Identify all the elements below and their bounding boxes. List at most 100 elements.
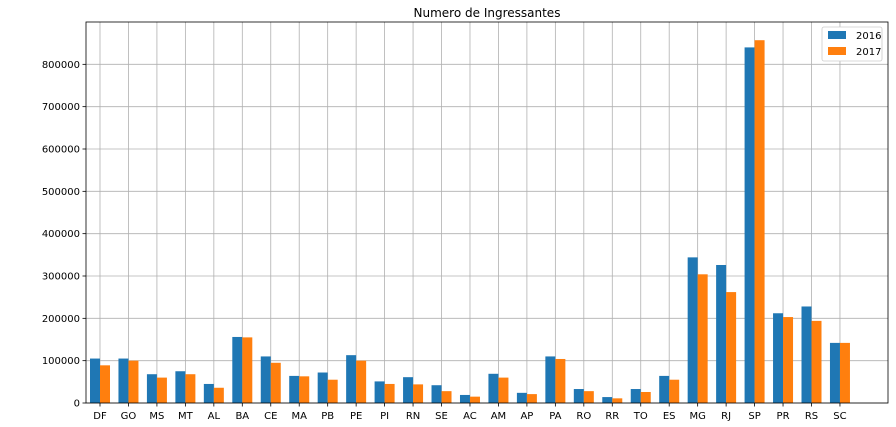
bar-2016-pe: [346, 355, 357, 403]
x-tick-label-sp: SP: [748, 411, 760, 422]
x-tick-label-pi: PI: [380, 411, 389, 422]
x-tick-label-ac: AC: [463, 411, 477, 422]
bar-2016-ba: [232, 336, 243, 403]
bar-2016-pa: [545, 356, 556, 403]
x-tick-label-df: DF: [93, 411, 107, 422]
bar-2016-sc: [829, 342, 840, 403]
bar-2017-df: [100, 365, 110, 403]
bar-2017-ma: [299, 376, 310, 403]
bar-2016-am: [488, 373, 499, 403]
bar-2017-se: [441, 391, 452, 403]
bar-2016-rr: [602, 397, 613, 403]
y-axis: 0 100000 200000 300000 400000 500000 600000 700…: [42, 60, 86, 410]
chart-title: Numero de Ingressantes: [414, 6, 561, 20]
y-tick-label: 200000: [42, 314, 80, 325]
bar-2017-to: [640, 391, 651, 403]
x-tick-label-pr: PR: [777, 411, 790, 422]
plot-frame: [85, 21, 889, 404]
bar-2017-pb: [327, 379, 338, 403]
x-tick-label-ms: MS: [149, 411, 164, 422]
y-tick-label: 400000: [42, 229, 80, 240]
x-tick-label-ce: CE: [264, 411, 277, 422]
y-tick-label: 600000: [42, 145, 80, 156]
bar-2016-rn: [403, 377, 414, 403]
bar-2016-pr: [773, 313, 784, 403]
bar-2017-es: [669, 379, 680, 403]
x-tick-label-es: ES: [663, 411, 676, 422]
x-tick-label-se: SE: [435, 411, 448, 422]
legend-swatch-2017: [828, 47, 846, 55]
bar-2017-am: [498, 377, 509, 403]
x-tick-label-mt: MT: [178, 411, 194, 422]
bar-2016-pb: [317, 372, 328, 403]
x-tick-label-pb: PB: [321, 411, 334, 422]
bar-2017-mt: [185, 374, 196, 403]
x-tick-label-pa: PA: [549, 411, 561, 422]
bars: [90, 40, 850, 404]
y-tick-label: 100000: [42, 356, 80, 367]
bar-2017-rj: [726, 292, 737, 403]
bar-2017-ap: [526, 394, 537, 403]
bar-2016-sp: [744, 47, 755, 404]
y-tick-label: 500000: [42, 187, 80, 198]
bar-2016-df: [90, 358, 100, 403]
x-tick-label-pe: PE: [350, 411, 362, 422]
x-tick-label-rs: RS: [805, 411, 818, 422]
bar-2017-mg: [697, 274, 708, 403]
bar-2016-ap: [516, 392, 527, 403]
bar-2016-rs: [801, 306, 812, 403]
legend-label-2017: 2017: [856, 47, 881, 58]
bar-2016-pi: [374, 381, 385, 403]
bar-2016-go: [118, 358, 129, 403]
x-tick-label-mg: MG: [689, 411, 705, 422]
bar-2016-ro: [573, 389, 584, 403]
bar-2016-mg: [687, 257, 698, 403]
bar-2017-sp: [754, 40, 765, 403]
x-tick-label-to: TO: [633, 411, 648, 422]
bar-2016-ms: [146, 374, 157, 403]
bar-2017-rn: [413, 384, 424, 403]
x-tick-label-al: AL: [208, 411, 221, 422]
x-tick-label-go: GO: [121, 411, 137, 422]
bar-2017-pr: [783, 317, 794, 403]
bar-2017-rs: [811, 320, 822, 403]
legend-swatch-2016: [828, 31, 846, 39]
bar-2016-rj: [716, 264, 727, 403]
x-tick-label-rr: RR: [605, 411, 619, 422]
bar-2016-mt: [175, 371, 186, 403]
bar-2017-ro: [583, 391, 594, 403]
bar-2017-sc: [839, 342, 850, 403]
bar-2017-ms: [156, 377, 167, 403]
bar-2016-es: [659, 375, 670, 403]
bar-2017-ce: [270, 362, 281, 403]
bar-2017-pa: [555, 358, 566, 403]
legend: 2016 2017: [821, 26, 883, 62]
x-axis: DF GO MS MT AL BA CE MA PB PE PI RN SE AC AM AP PA RO RR TO…: [93, 403, 847, 422]
x-tick-label-rn: RN: [406, 411, 420, 422]
legend-label-2016: 2016: [856, 31, 881, 42]
grid-lines: [86, 22, 888, 404]
bar-2016-al: [203, 383, 214, 403]
bar-2016-ce: [260, 356, 271, 403]
x-tick-label-ma: MA: [291, 411, 307, 422]
bar-2017-go: [128, 360, 139, 403]
bar-2016-ac: [459, 394, 470, 403]
bar-2016-to: [630, 389, 641, 403]
bar-2017-pe: [356, 360, 367, 403]
bar-2017-pi: [384, 383, 395, 403]
bar-2017-rr: [612, 398, 623, 403]
y-tick-label: 0: [74, 399, 80, 410]
bar-2017-ba: [242, 337, 253, 403]
x-tick-label-ba: BA: [235, 411, 249, 422]
y-tick-label: 300000: [42, 272, 80, 283]
bar-2016-se: [431, 385, 442, 403]
bar-2016-ma: [289, 375, 300, 403]
x-tick-label-ap: AP: [520, 411, 533, 422]
plot-area: [86, 22, 888, 403]
x-tick-label-ro: RO: [576, 411, 591, 422]
bar-2017-al: [213, 387, 224, 403]
y-tick-label: 800000: [42, 60, 80, 71]
bar-2017-ac: [469, 396, 480, 403]
y-tick-label: 700000: [42, 102, 80, 113]
